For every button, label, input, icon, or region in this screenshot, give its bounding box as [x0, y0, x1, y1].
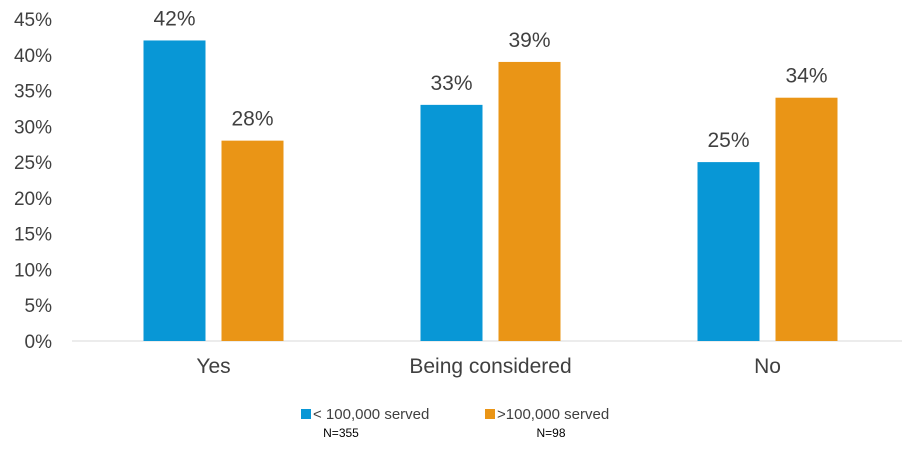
data-label: 28%: [231, 108, 273, 131]
y-tick-label: 10%: [14, 260, 52, 281]
legend-label: < 100,000 served: [313, 406, 429, 423]
bar-under-100k: [143, 40, 206, 341]
y-tick-label: 5%: [25, 296, 53, 317]
y-tick-label: 15%: [14, 225, 52, 246]
category-label: Yes: [196, 355, 230, 378]
bar-over-100k: [221, 140, 284, 341]
y-tick-label: 30%: [14, 117, 52, 138]
category-label: No: [754, 355, 781, 378]
legend-swatch: [485, 409, 495, 419]
category-label: Being considered: [409, 355, 571, 378]
data-label: 42%: [153, 7, 195, 30]
bar-over-100k: [775, 97, 838, 341]
data-label: 39%: [508, 29, 550, 52]
legend-label: >100,000 served: [497, 406, 609, 423]
y-axis: 0% 5% 10% 15% 20% 25% 30% 35% 40% 45%: [14, 10, 52, 353]
y-tick-label: 20%: [14, 189, 52, 210]
legend-sample-size: N=98: [536, 426, 565, 440]
y-tick-label: 45%: [14, 10, 52, 31]
bar-under-100k: [697, 162, 760, 341]
y-tick-label: 25%: [14, 153, 52, 174]
data-label: 34%: [785, 65, 827, 88]
x-axis: Yes Being considered No: [196, 355, 781, 378]
bar-over-100k: [498, 61, 561, 341]
data-label: 33%: [430, 72, 472, 95]
bar-series-group: [143, 40, 838, 341]
y-tick-label: 40%: [14, 46, 52, 67]
legend-swatch: [301, 409, 311, 419]
legend: < 100,000 served N=355 >100,000 served N=98: [301, 406, 609, 440]
y-tick-label: 35%: [14, 82, 52, 103]
data-labels-group: 42% 28% 33% 39% 25% 34%: [153, 7, 827, 152]
legend-sample-size: N=355: [323, 426, 359, 440]
y-tick-label: 0%: [25, 332, 53, 353]
data-label: 25%: [707, 129, 749, 152]
bar-under-100k: [420, 104, 483, 341]
